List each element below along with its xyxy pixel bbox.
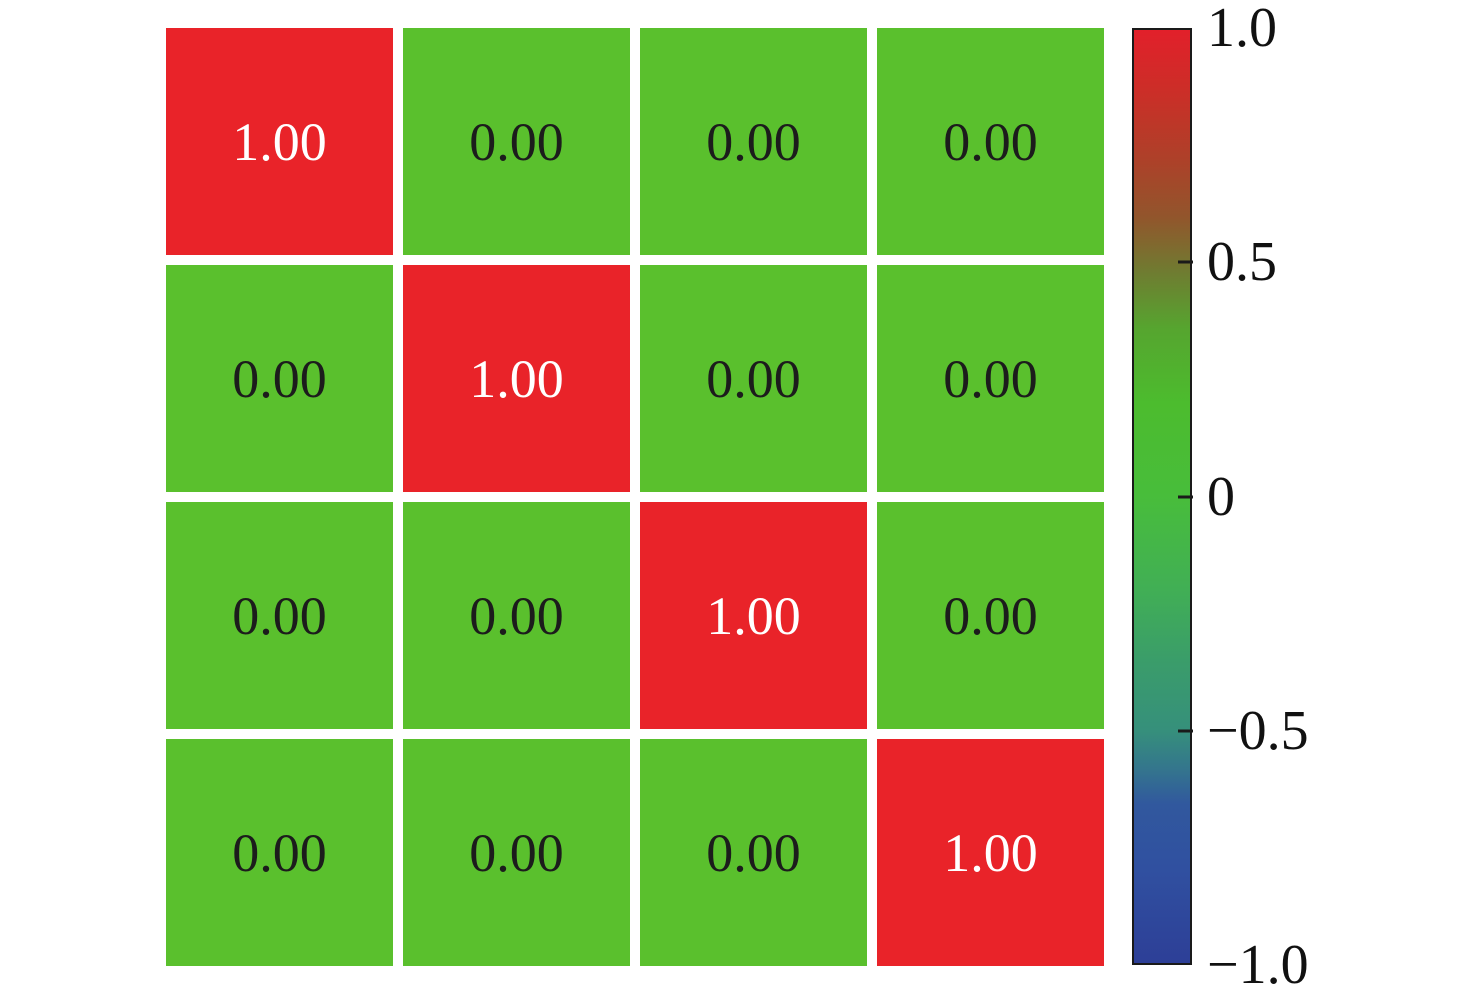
heatmap-cell-value: 0.00 xyxy=(232,822,327,883)
colorbar-tick-−0.5 xyxy=(1178,729,1193,733)
heatmap-cell-r1c1: 1.00 xyxy=(403,265,630,492)
heatmap-cell-r1c2: 0.00 xyxy=(640,265,867,492)
colorbar-tick-label: 0.5 xyxy=(1207,231,1277,294)
heatmap-cell-r2c3: 0.00 xyxy=(877,502,1104,729)
heatmap-cell-value: 0.00 xyxy=(469,111,564,172)
colorbar-tick-0.5 xyxy=(1178,260,1193,264)
heatmap-grid: 1.00 0.00 0.00 0.00 0.00 1.00 0.00 0.00 0.00 0.00… xyxy=(166,28,1104,966)
heatmap-cell-value: 0.00 xyxy=(943,111,1038,172)
heatmap-cell-value: 1.00 xyxy=(232,111,327,172)
heatmap-cell-value: 0.00 xyxy=(469,822,564,883)
heatmap-cell-r0c0: 1.00 xyxy=(166,28,393,255)
heatmap-cell-value: 1.00 xyxy=(706,585,801,646)
heatmap-cell-value: 0.00 xyxy=(232,585,327,646)
colorbar-tick-label: 0 xyxy=(1207,465,1235,528)
heatmap-cell-r3c3: 1.00 xyxy=(877,739,1104,966)
colorbar-tick-0 xyxy=(1178,495,1193,498)
heatmap-cell-r1c3: 0.00 xyxy=(877,265,1104,492)
heatmap-cell-r3c2: 0.00 xyxy=(640,739,867,966)
heatmap-cell-value: 1.00 xyxy=(469,348,564,409)
heatmap-cell-r3c1: 0.00 xyxy=(403,739,630,966)
heatmap-cell-r2c1: 0.00 xyxy=(403,502,630,729)
heatmap-cell-r2c0: 0.00 xyxy=(166,502,393,729)
colorbar-tick-label: −0.5 xyxy=(1207,699,1309,762)
heatmap-cell-r0c3: 0.00 xyxy=(877,28,1104,255)
heatmap-cell-value: 0.00 xyxy=(706,822,801,883)
heatmap-cell-r2c2: 1.00 xyxy=(640,502,867,729)
colorbar-tick-label: −1.0 xyxy=(1207,934,1309,994)
heatmap-cell-r0c1: 0.00 xyxy=(403,28,630,255)
heatmap-cell-value: 0.00 xyxy=(943,348,1038,409)
heatmap-cell-r0c2: 0.00 xyxy=(640,28,867,255)
heatmap-cell-value: 1.00 xyxy=(943,822,1038,883)
heatmap-cell-value: 0.00 xyxy=(232,348,327,409)
heatmap-cell-value: 0.00 xyxy=(706,348,801,409)
heatmap-cell-r1c0: 0.00 xyxy=(166,265,393,492)
heatmap-cell-value: 0.00 xyxy=(469,585,564,646)
heatmap-cell-value: 0.00 xyxy=(706,111,801,172)
heatmap-cell-value: 0.00 xyxy=(943,585,1038,646)
colorbar-tick-label: 1.0 xyxy=(1207,0,1277,59)
heatmap-cell-r3c0: 0.00 xyxy=(166,739,393,966)
